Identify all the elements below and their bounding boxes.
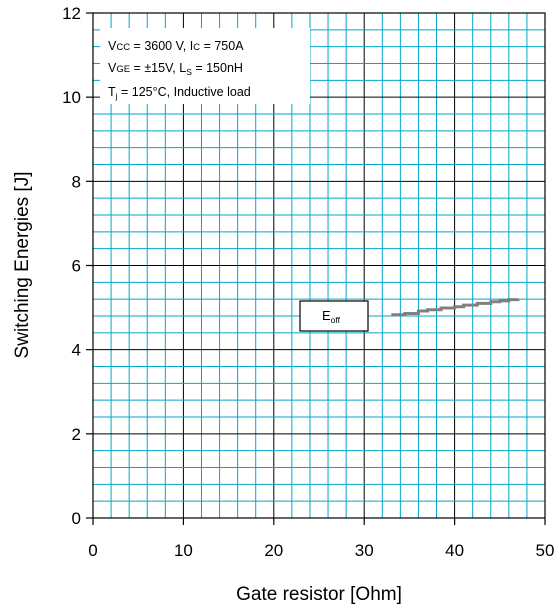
annotation-line-2: VGE = ±15V, LS = 150nH: [108, 61, 243, 77]
annotation-line-1: VCC = 3600 V, IC = 750A: [108, 39, 244, 53]
series-label-eoff: Eoff: [299, 300, 369, 332]
y-tick-label: 12: [62, 4, 81, 23]
y-tick-label: 6: [72, 257, 81, 276]
annotation-line-3: Tj = 125°C, Inductive load: [108, 85, 251, 101]
tick-labels: 0 10 20 30 40 50 0 2 4 6 8 10 12: [62, 4, 554, 560]
ticks: [86, 12, 546, 525]
x-tick-label: 50: [536, 541, 555, 560]
y-tick-label: 10: [62, 88, 81, 107]
x-tick-label: 20: [264, 541, 283, 560]
x-axis-title: Gate resistor [Ohm]: [236, 584, 402, 605]
y-tick-label: 8: [72, 172, 81, 191]
x-tick-label: 40: [445, 541, 464, 560]
series-layer: [391, 298, 520, 317]
y-tick-label: 0: [72, 509, 81, 528]
y-tick-label: 4: [72, 341, 81, 360]
x-tick-label: 10: [174, 541, 193, 560]
x-tick-label: 30: [355, 541, 374, 560]
series-label-subscript: off: [331, 315, 341, 325]
conditions-annotation: VCC = 3600 V, IC = 750A VGE = ±15V, LS =…: [100, 28, 310, 104]
svg-text:Eoff: Eoff: [322, 308, 341, 325]
x-tick-label: 0: [88, 541, 97, 560]
y-axis-title: Switching Energies [J]: [12, 172, 33, 359]
series-label-text: E: [322, 308, 331, 323]
y-tick-label: 2: [72, 425, 81, 444]
series-line-eoff: [391, 298, 520, 317]
